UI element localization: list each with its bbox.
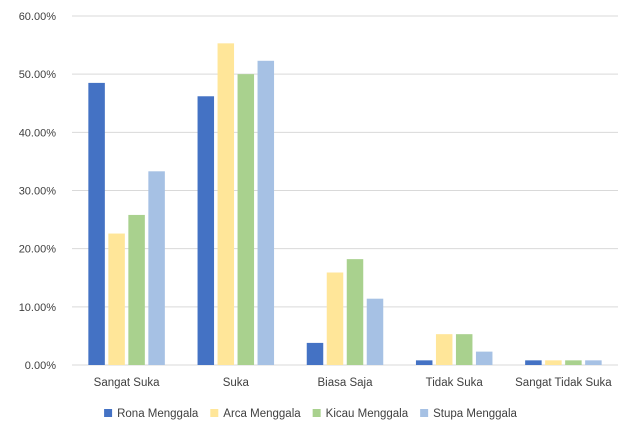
bar-kicau-menggala (565, 360, 582, 365)
bars (88, 43, 602, 366)
bar-rona-menggala (88, 82, 105, 366)
y-tick-label: 60.00% (19, 11, 57, 23)
bar-stupa-menggala (475, 351, 493, 365)
legend-label: Arca Menggala (223, 408, 301, 420)
bar-kicau-menggala (128, 214, 145, 365)
x-category-label: Sangat Suka (94, 377, 160, 389)
x-category-label: Tidak Suka (426, 377, 484, 389)
legend-item: Arca Menggala (210, 408, 301, 420)
legend-swatch (420, 409, 429, 417)
bar-rona-menggala (306, 342, 324, 365)
bar-rona-menggala (415, 360, 433, 365)
legend-swatch (312, 409, 321, 417)
x-axis-categories: Sangat Suka Suka Biasa Saja Tidak Suka Sanga… (94, 377, 613, 389)
bar-arca-menggala (217, 43, 235, 366)
legend-item: Kicau Menggala (312, 408, 409, 420)
y-tick-label: 20.00% (19, 244, 57, 256)
bar-stupa-menggala (366, 298, 384, 365)
legend-item: Stupa Menggala (420, 408, 518, 420)
x-category-label: Biasa Saja (318, 377, 374, 389)
y-tick-label: 0.00% (25, 360, 56, 372)
bar-arca-menggala (108, 233, 125, 365)
legend-item: Rona Menggala (104, 408, 199, 420)
bar-rona-menggala (525, 360, 542, 365)
legend-label: Rona Menggala (117, 408, 199, 420)
legend: Rona Menggala Arca Menggala Kicau Menggala… (104, 408, 518, 420)
y-tick-label: 10.00% (19, 302, 57, 314)
x-category-label: Sangat Tidak Suka (515, 377, 612, 389)
y-tick-label: 30.00% (19, 186, 57, 198)
y-tick-label: 40.00% (19, 127, 57, 139)
legend-label: Kicau Menggala (326, 408, 409, 420)
legend-swatch (210, 409, 219, 417)
y-axis-ticks: 0.00% 10.00% 20.00% 30.00% 40.00% 50.00% 60.00… (19, 11, 57, 372)
bar-stupa-menggala (257, 60, 275, 366)
bar-stupa-menggala (585, 360, 602, 365)
legend-label: Stupa Menggala (433, 408, 517, 420)
bar-rona-menggala (197, 96, 215, 366)
bar-arca-menggala (435, 334, 453, 365)
bar-stupa-menggala (148, 171, 165, 365)
bar-arca-menggala (326, 272, 344, 365)
legend-swatch (104, 409, 113, 417)
bar-kicau-menggala (455, 334, 473, 365)
bar-arca-menggala (545, 360, 562, 365)
x-category-label: Suka (223, 377, 250, 389)
bar-kicau-menggala (346, 259, 364, 365)
bar-kicau-menggala (237, 74, 255, 366)
y-tick-label: 50.00% (19, 69, 57, 81)
